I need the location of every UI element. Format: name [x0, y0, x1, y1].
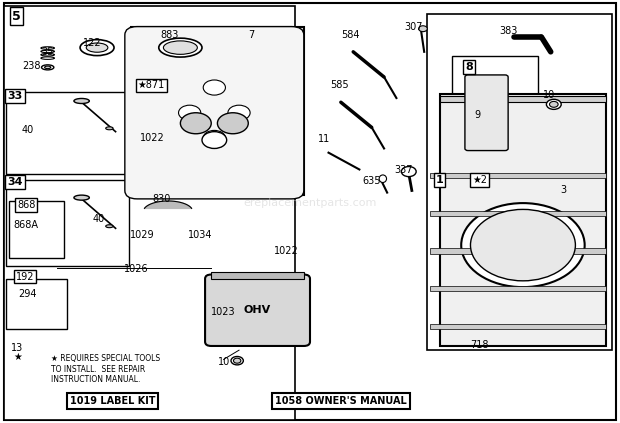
Bar	[430, 324, 606, 329]
FancyBboxPatch shape	[465, 75, 508, 151]
Circle shape	[180, 113, 211, 134]
Text: 34: 34	[7, 177, 23, 187]
Circle shape	[234, 358, 241, 363]
Text: ereplacementparts.com: ereplacementparts.com	[243, 198, 377, 208]
Text: 13: 13	[11, 343, 23, 353]
Text: 883: 883	[160, 30, 179, 40]
Text: 40: 40	[21, 124, 33, 135]
Ellipse shape	[86, 43, 108, 52]
Ellipse shape	[105, 225, 113, 228]
Text: ★: ★	[13, 352, 22, 362]
Circle shape	[546, 99, 561, 110]
Text: 11: 11	[317, 134, 330, 144]
Text: 307: 307	[404, 22, 423, 33]
Bar	[9, 201, 64, 258]
Text: 718: 718	[471, 340, 489, 350]
Text: 294: 294	[18, 289, 37, 299]
Text: 35: 35	[41, 47, 53, 57]
Ellipse shape	[45, 66, 51, 69]
Circle shape	[179, 105, 201, 120]
Ellipse shape	[164, 41, 197, 54]
Text: 3: 3	[560, 185, 566, 195]
Circle shape	[461, 203, 585, 287]
Ellipse shape	[42, 65, 54, 70]
Circle shape	[231, 357, 243, 365]
Text: 868: 868	[17, 200, 35, 210]
Bar	[430, 248, 606, 253]
Text: 33: 33	[7, 91, 22, 101]
Text: 122: 122	[84, 38, 102, 48]
Text: 1034: 1034	[188, 230, 213, 239]
Text: 10: 10	[543, 90, 556, 100]
FancyBboxPatch shape	[125, 27, 304, 199]
Bar	[440, 94, 606, 346]
Ellipse shape	[74, 99, 89, 104]
Text: ★ REQUIRES SPECIAL TOOLS
TO INSTALL.  SEE REPAIR
INSTRUCTION MANUAL.: ★ REQUIRES SPECIAL TOOLS TO INSTALL. SEE…	[51, 354, 160, 384]
Bar	[452, 56, 538, 161]
Ellipse shape	[80, 40, 114, 55]
Bar	[427, 14, 613, 350]
Circle shape	[228, 105, 250, 120]
Bar	[6, 180, 129, 266]
Text: 383: 383	[500, 26, 518, 36]
Bar	[440, 96, 606, 102]
Text: 585: 585	[330, 80, 349, 91]
Ellipse shape	[74, 195, 89, 200]
Text: 7: 7	[248, 30, 254, 40]
Circle shape	[418, 26, 427, 32]
Circle shape	[203, 80, 226, 95]
Text: 192: 192	[16, 272, 34, 282]
Text: 635: 635	[363, 176, 381, 186]
Text: 1023: 1023	[211, 307, 236, 316]
Text: 1: 1	[436, 175, 443, 185]
Text: 1058 OWNER'S MANUAL: 1058 OWNER'S MANUAL	[275, 396, 407, 406]
Text: OHV: OHV	[244, 305, 271, 315]
Bar	[6, 279, 68, 329]
Text: ★871: ★871	[138, 80, 165, 91]
Circle shape	[549, 102, 558, 107]
Text: 5: 5	[12, 10, 21, 22]
Circle shape	[471, 209, 575, 281]
Bar	[131, 27, 304, 195]
Polygon shape	[144, 201, 192, 209]
Bar	[211, 272, 304, 279]
Circle shape	[218, 113, 248, 134]
Text: 337: 337	[394, 165, 413, 175]
Text: 1029: 1029	[130, 230, 154, 239]
Bar	[430, 211, 606, 216]
Circle shape	[202, 132, 227, 148]
Text: 9: 9	[475, 110, 481, 120]
Ellipse shape	[105, 127, 113, 130]
Text: 1022: 1022	[140, 133, 164, 143]
Text: 1026: 1026	[123, 264, 148, 275]
Text: 238: 238	[22, 60, 40, 71]
Text: 1022: 1022	[274, 247, 299, 256]
Text: 10: 10	[218, 357, 230, 367]
Text: 830: 830	[153, 194, 171, 204]
Bar	[430, 286, 606, 291]
Text: 40: 40	[93, 214, 105, 224]
Bar	[6, 92, 129, 174]
Text: 868A: 868A	[14, 220, 38, 230]
Ellipse shape	[159, 38, 202, 57]
FancyBboxPatch shape	[205, 275, 310, 346]
Bar	[4, 5, 294, 420]
Circle shape	[401, 167, 416, 177]
Text: 8: 8	[466, 61, 473, 71]
Text: 584: 584	[341, 30, 360, 40]
Text: ★2: ★2	[472, 175, 487, 185]
Bar	[430, 173, 606, 178]
Circle shape	[203, 130, 226, 146]
Text: 1019 LABEL KIT: 1019 LABEL KIT	[69, 396, 155, 406]
Ellipse shape	[379, 175, 386, 182]
